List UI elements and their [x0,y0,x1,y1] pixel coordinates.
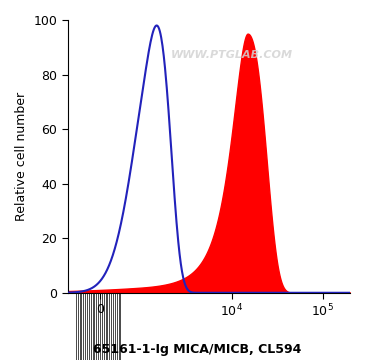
Y-axis label: Relative cell number: Relative cell number [15,92,28,221]
Text: WWW.PTGLAB.COM: WWW.PTGLAB.COM [170,50,293,60]
Text: 65161-1-Ig MICA/MICB, CL594: 65161-1-Ig MICA/MICB, CL594 [93,343,301,356]
